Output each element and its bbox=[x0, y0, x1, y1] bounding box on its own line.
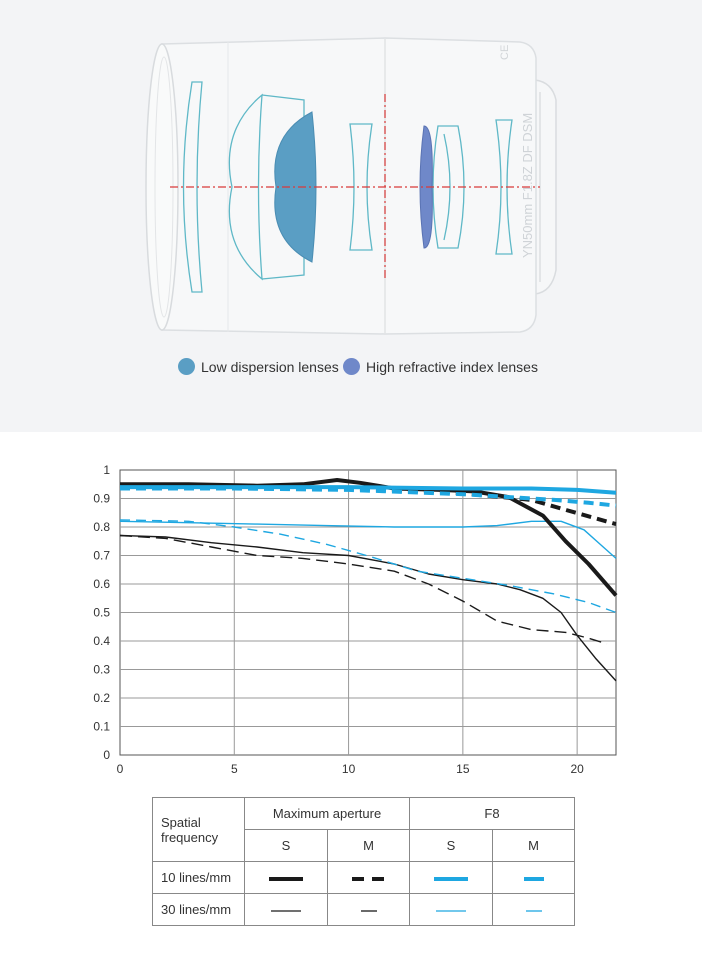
swatch-max-s-10 bbox=[244, 861, 328, 894]
lens-element-2 bbox=[228, 93, 263, 281]
lens-cross-section: YN50mm F1.8Z DF DSM CE bbox=[145, 37, 557, 335]
y-tick-label: 1 bbox=[103, 463, 110, 477]
lens-legend: Low dispersion lenses High refractive in… bbox=[0, 358, 702, 382]
max-aperture-header: Maximum aperture bbox=[244, 797, 410, 830]
swatch-max-m-30 bbox=[327, 893, 410, 926]
lens-barrel bbox=[161, 37, 537, 335]
lens-element-1 bbox=[182, 81, 203, 293]
y-tick-label: 0.9 bbox=[93, 492, 110, 506]
max-aperture-s-header: S bbox=[244, 829, 328, 862]
barrel-engraving: YN50mm F1.8Z DF DSM bbox=[520, 113, 535, 258]
x-tick-label: 20 bbox=[570, 762, 584, 776]
f8-s-header: S bbox=[409, 829, 493, 862]
swatch-f8-s-10 bbox=[409, 861, 493, 894]
f8-m-header: M bbox=[492, 829, 575, 862]
y-tick-label: 0.3 bbox=[93, 663, 110, 677]
x-tick-label: 5 bbox=[231, 762, 238, 776]
f8-header: F8 bbox=[409, 797, 575, 830]
legend-label-high-refractive: High refractive index lenses bbox=[366, 358, 538, 375]
legend-low-dispersion: Low dispersion lenses bbox=[178, 358, 339, 375]
low-dispersion-lens bbox=[274, 111, 317, 263]
high-refractive-dot bbox=[343, 358, 360, 375]
max-aperture-m-header: M bbox=[327, 829, 410, 862]
y-tick-label: 0.2 bbox=[93, 691, 110, 705]
swatch-f8-m-10 bbox=[492, 861, 575, 894]
x-tick-label: 15 bbox=[456, 762, 470, 776]
x-tick-label: 0 bbox=[117, 762, 124, 776]
y-tick-label: 0.8 bbox=[93, 520, 110, 534]
swatch-f8-s-30 bbox=[409, 893, 493, 926]
series-line-3 bbox=[120, 486, 617, 508]
lens-element-6 bbox=[432, 125, 465, 249]
x-tick-label: 10 bbox=[342, 762, 356, 776]
lens-element-4 bbox=[349, 123, 373, 251]
y-tick-label: 0.1 bbox=[93, 720, 110, 734]
lens-diagram-panel: YN50mm F1.8Z DF DSM CE Low dispersion le… bbox=[0, 0, 702, 432]
y-tick-label: 0.4 bbox=[93, 634, 110, 648]
spatial-label: Spatial bbox=[161, 814, 201, 830]
y-tick-label: 0.5 bbox=[93, 606, 110, 620]
series-line-6 bbox=[119, 520, 617, 559]
series-line-7 bbox=[119, 519, 617, 614]
low-dispersion-dot bbox=[178, 358, 195, 375]
lens-element-7 bbox=[495, 119, 513, 255]
swatch-f8-m-30 bbox=[492, 893, 575, 926]
row-30-lines: 30 lines/mm bbox=[152, 893, 245, 926]
swatch-max-m-10 bbox=[327, 861, 410, 894]
y-tick-label: 0.7 bbox=[93, 549, 110, 563]
mtf-chart: 00.10.20.30.40.50.60.70.80.910 5 10 15 20 bbox=[93, 463, 618, 776]
mtf-legend-table: Spatial frequency Maximum aperture F8 S … bbox=[152, 797, 575, 926]
series-line-5 bbox=[119, 534, 608, 645]
frequency-label: frequency bbox=[161, 829, 219, 845]
y-tick-label: 0.6 bbox=[93, 577, 110, 591]
ce-mark: CE bbox=[499, 45, 511, 60]
legend-label-low-dispersion: Low dispersion lenses bbox=[201, 358, 339, 375]
spatial-frequency-header: Spatial frequency bbox=[152, 797, 245, 862]
y-tick-label: 0 bbox=[103, 748, 110, 762]
series-line-4 bbox=[119, 534, 617, 682]
row-10-lines: 10 lines/mm bbox=[152, 861, 245, 894]
legend-high-refractive: High refractive index lenses bbox=[343, 358, 538, 375]
swatch-max-s-30 bbox=[244, 893, 328, 926]
